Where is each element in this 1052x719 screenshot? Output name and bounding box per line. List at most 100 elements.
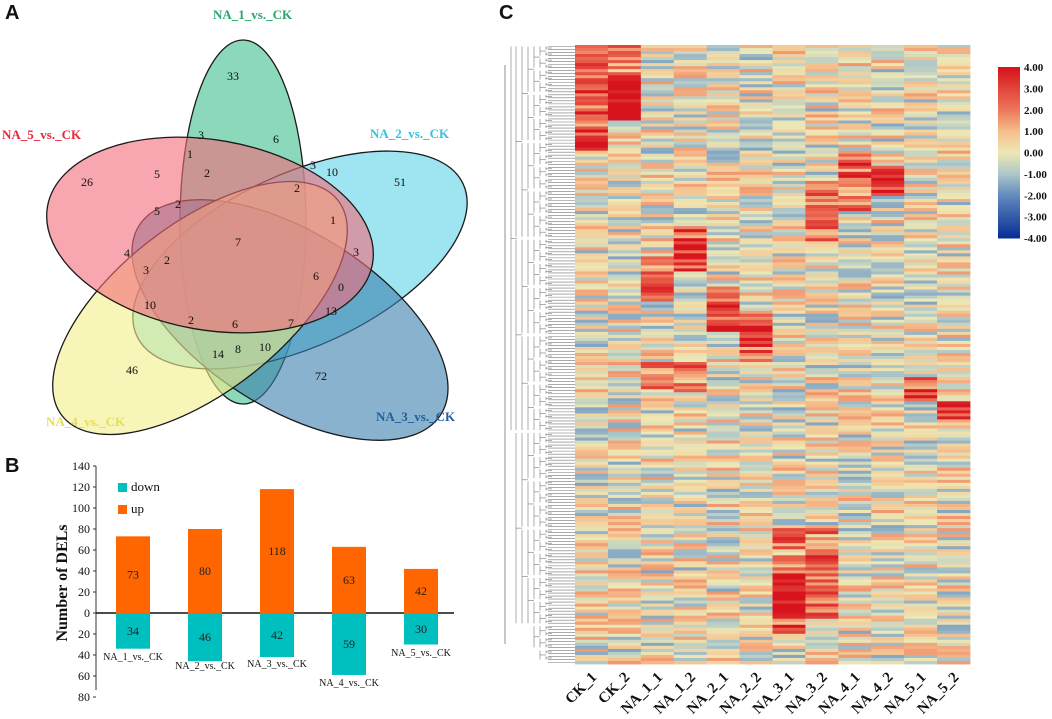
- color-scale-step: [998, 186, 1020, 190]
- heatmap-cell: [838, 57, 872, 61]
- color-scale-step: [998, 150, 1020, 153]
- heatmap-cell: [772, 546, 806, 550]
- heatmap-cell: [904, 467, 938, 472]
- heatmap-cell: [871, 558, 905, 562]
- heatmap-cell: [772, 195, 806, 200]
- heatmap-cell: [871, 485, 905, 490]
- heatmap-cell: [937, 543, 971, 547]
- heatmap-cell: [706, 513, 740, 517]
- heatmap-cell: [607, 162, 642, 167]
- heatmap-cell: [640, 449, 675, 454]
- heatmap-cell: [904, 591, 938, 595]
- heatmap-cell: [904, 202, 938, 206]
- heatmap-cell: [607, 368, 642, 372]
- heatmap-cell: [904, 660, 938, 665]
- heatmap-cell: [904, 579, 938, 583]
- heatmap-cell: [640, 482, 675, 487]
- heatmap-cell: [838, 331, 872, 336]
- heatmap-cell: [871, 289, 905, 293]
- heatmap-cell: [640, 235, 675, 239]
- heatmap-cell: [739, 280, 773, 284]
- heatmap-cell: [673, 570, 708, 574]
- heatmap-cell: [607, 81, 642, 85]
- panel-b-letter: B: [5, 455, 19, 477]
- heatmap-cell: [871, 585, 905, 589]
- heatmap-cell: [937, 449, 971, 454]
- heatmap-cell: [640, 461, 675, 466]
- heatmap-cell: [575, 546, 609, 550]
- heatmap-cell: [904, 564, 938, 568]
- heatmap-cell: [772, 48, 806, 52]
- heatmap-cell: [805, 525, 839, 529]
- color-scale-step: [998, 225, 1020, 228]
- heatmap-cell: [937, 57, 971, 61]
- heatmap-cell: [904, 75, 938, 79]
- heatmap-cell: [838, 383, 872, 387]
- heatmap-cell: [673, 75, 708, 79]
- heatmap-cell: [937, 48, 971, 52]
- heatmap-cell: [607, 99, 642, 103]
- heatmap-cell: [937, 343, 971, 348]
- heatmap-cell: [640, 114, 675, 118]
- heatmap-cell: [640, 277, 675, 281]
- heatmap-cell: [871, 328, 905, 333]
- heatmap-cell: [706, 452, 740, 457]
- heatmap-cell: [607, 570, 642, 574]
- heatmap-cell: [706, 642, 740, 647]
- heatmap-cell: [706, 99, 740, 103]
- heatmap-cell: [838, 141, 872, 146]
- heatmap-cell: [575, 298, 609, 303]
- heatmap-cell: [904, 168, 938, 173]
- heatmap-cell: [805, 162, 839, 167]
- heatmap-cell: [673, 365, 708, 369]
- heatmap-cell: [575, 612, 609, 617]
- heatmap-cell: [904, 398, 938, 402]
- heatmap-cell: [575, 205, 609, 209]
- heatmap-cell: [838, 488, 872, 493]
- heatmap-cell: [706, 60, 740, 64]
- heatmap-cell: [706, 437, 740, 441]
- heatmap-cell: [871, 274, 905, 278]
- heatmap-cell: [871, 516, 905, 520]
- heatmap-cell: [575, 250, 609, 254]
- heatmap-cell: [904, 63, 938, 67]
- heatmap-cell: [706, 66, 740, 70]
- heatmap-cell: [607, 651, 642, 656]
- heatmap-cell: [805, 108, 839, 112]
- heatmap-cell: [607, 262, 642, 266]
- heatmap-cell: [904, 129, 938, 133]
- heatmap-cell: [575, 325, 609, 330]
- heatmap-cell: [607, 337, 642, 342]
- heatmap-cell: [739, 413, 773, 417]
- heatmap-cell: [772, 443, 806, 447]
- heatmap-cell: [937, 138, 971, 143]
- heatmap-cell: [640, 606, 675, 611]
- heatmap-cell: [805, 241, 839, 245]
- heatmap-cell: [805, 141, 839, 146]
- heatmap-cell: [838, 265, 872, 269]
- heatmap-cell: [706, 268, 740, 272]
- heatmap-cell: [640, 455, 675, 460]
- heatmap-cell: [805, 159, 839, 164]
- heatmap-cell: [838, 295, 872, 300]
- heatmap-cell: [937, 603, 971, 608]
- heatmap-cell: [838, 494, 872, 499]
- heatmap-cell: [706, 75, 740, 79]
- heatmap-cell: [805, 214, 839, 218]
- heatmap-cell: [937, 289, 971, 293]
- heatmap-cell: [805, 99, 839, 103]
- heatmap-cell: [805, 609, 839, 614]
- heatmap-cell: [607, 654, 642, 659]
- heatmap-cell: [805, 253, 839, 257]
- heatmap-cell: [805, 81, 839, 85]
- heatmap-cell: [838, 410, 872, 414]
- heatmap-cell: [937, 331, 971, 336]
- heatmap-cell: [772, 497, 806, 502]
- heatmap-cell: [871, 528, 905, 532]
- heatmap-cell: [575, 464, 609, 469]
- heatmap-cell: [575, 54, 609, 58]
- heatmap-cell: [904, 301, 938, 306]
- heatmap-cell: [871, 265, 905, 269]
- heatmap-cell: [937, 325, 971, 330]
- heatmap-cell: [739, 211, 773, 215]
